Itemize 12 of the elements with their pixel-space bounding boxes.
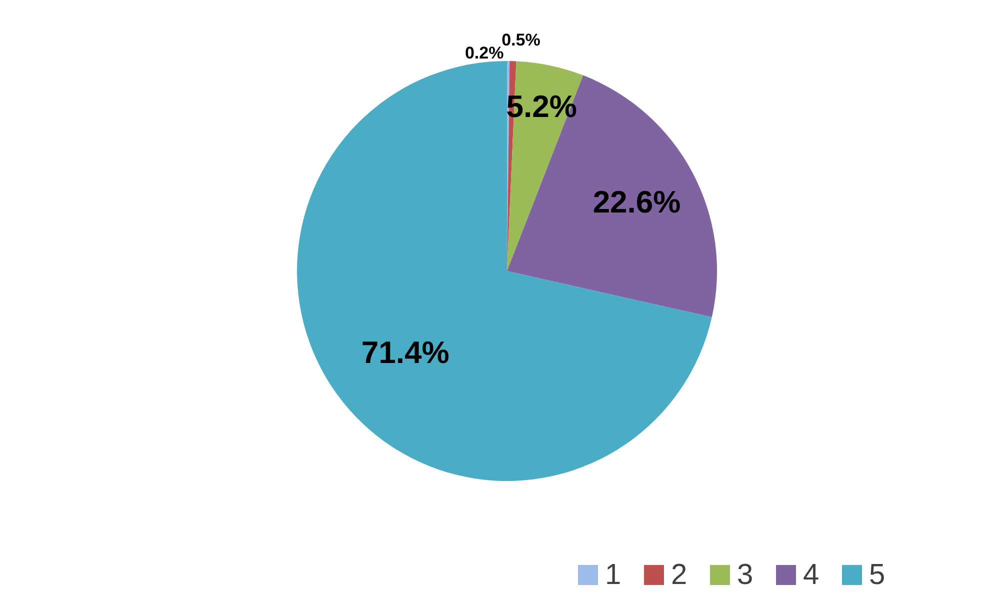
pie-slice [297,61,712,481]
pie-slice [507,61,584,271]
data-label: 0.2% [464,44,504,62]
data-label: 22.6% [592,184,681,220]
legend-label: 3 [737,559,754,591]
legend-label: 5 [869,559,886,591]
legend-label: 4 [803,559,820,591]
data-label: 0.5% [502,30,540,50]
data-label: 71.4% [361,334,450,370]
pie-slice [507,75,717,318]
legend-label: 2 [671,559,688,591]
legend-label: 1 [605,559,622,591]
